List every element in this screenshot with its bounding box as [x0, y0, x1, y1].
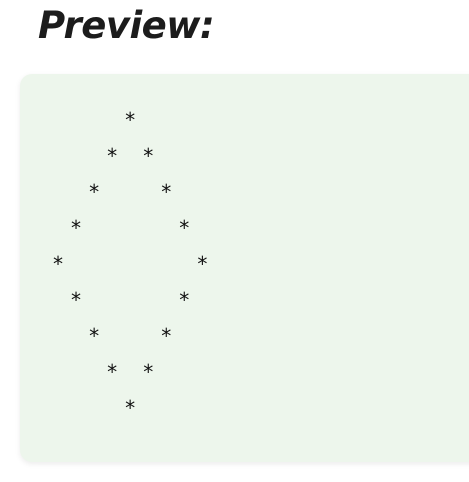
- diamond-ascii-output: * * * * * * * * * * * * * * * *: [52, 108, 215, 420]
- preview-heading: Preview:: [38, 4, 215, 47]
- preview-panel: [20, 74, 469, 462]
